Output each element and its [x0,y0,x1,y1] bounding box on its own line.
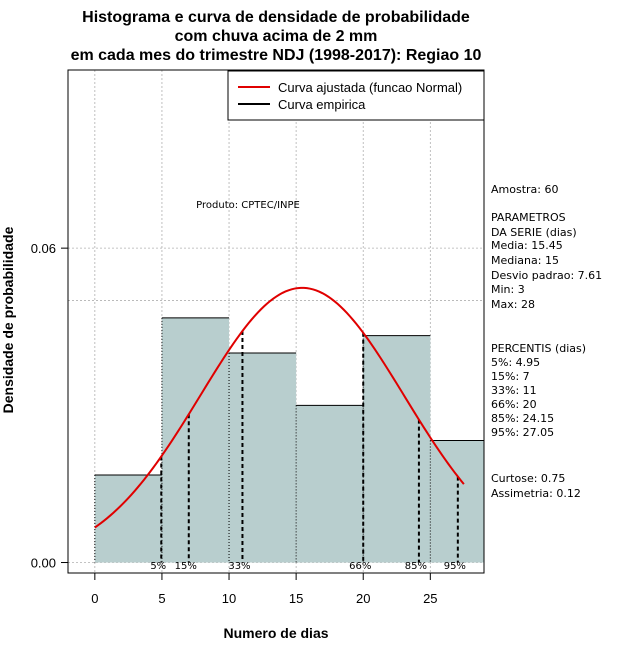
x-tick-label-5: 25 [423,591,437,606]
legend: Curva ajustada (funcao Normal) Curva emp… [227,70,485,121]
y-axis-title: Densidade de probabilidade [0,226,16,413]
chart-title-line-3: em cada mes do trimestre NDJ (1998-2017)… [71,47,482,64]
percentile-label-3: 66% [349,561,371,572]
stat-media: Media: 15.45 [491,239,563,252]
percentile-label-0: 5% [150,561,166,572]
x-axis-title: Numero de dias [223,625,328,641]
stat-params-title-2: DA SERIE (dias) [491,226,577,239]
stat-p15: 15%: 7 [491,370,530,383]
x-tick-label-2: 10 [222,591,236,606]
stat-percentis-title: PERCENTIS (dias) [491,342,586,355]
percentile-label-2: 33% [228,561,250,572]
stat-p85: 85%: 24.15 [491,412,554,425]
percentile-label-1: 15% [175,561,197,572]
legend-box [227,70,485,121]
y-tick-label-0: 0.00 [31,556,56,571]
x-axis: 0 5 10 15 20 25 [91,572,438,606]
x-tick-label-1: 5 [158,591,165,606]
stat-sample: Amostra: 60 [491,183,558,196]
stat-p66: 66%: 20 [491,398,537,411]
chart-title-line-2: com chuva acima de 2 mm [175,28,378,45]
stat-mediana: Mediana: 15 [491,254,559,267]
percentile-label-4: 85% [405,561,427,572]
stat-max: Max: 28 [491,298,535,311]
normal-curve-line [94,286,465,529]
histogram-bar-3 [296,405,364,563]
product-annotation: Produto: CPTEC/INPE [196,200,300,211]
percentile-layer: 5% 15% 33% 66% 85% 95% [150,331,466,572]
stat-desvio: Desvio padrao: 7.61 [491,269,602,282]
stat-params-title-1: PARAMETROS [491,211,566,224]
x-tick-label-4: 20 [356,591,370,606]
legend-label-empirical: Curva empirica [278,97,366,112]
histogram-bar-2 [229,352,297,563]
chart-title-line-1: Histograma e curva de densidade de proba… [82,9,470,26]
x-tick-label-3: 15 [289,591,303,606]
stat-curtose: Curtose: 0.75 [491,472,565,485]
legend-label-normal: Curva ajustada (funcao Normal) [278,80,462,95]
stat-p5: 5%: 4.95 [491,356,540,369]
stat-assimetria: Assimetria: 0.12 [491,487,581,500]
bars-layer [94,317,485,563]
stat-p95: 95%: 27.05 [491,426,554,439]
stat-p33: 33%: 11 [491,384,537,397]
x-tick-label-0: 0 [91,591,98,606]
histogram-bar-4 [363,335,431,563]
stat-min: Min: 3 [491,283,525,296]
y-axis: 0.00 0.06 [31,241,68,571]
y-tick-label-1: 0.06 [31,241,56,256]
stats-panel: Amostra: 60 PARAMETROS DA SERIE (dias) M… [491,183,602,500]
percentile-label-5: 95% [444,561,466,572]
